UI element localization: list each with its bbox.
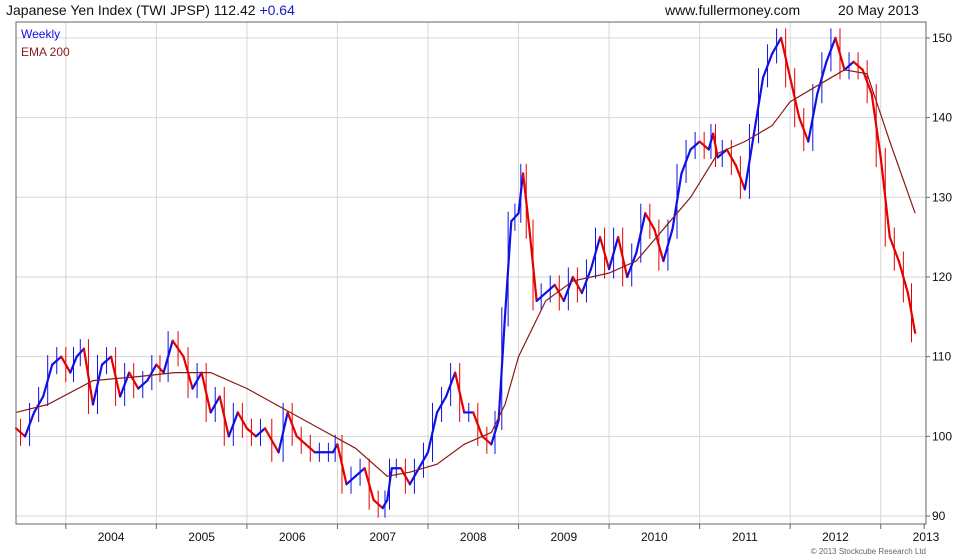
title-text: Japanese Yen Index (TWI JPSP) 112.42 (6, 2, 256, 18)
site-url[interactable]: www.fullermoney.com (665, 2, 801, 18)
x-tick-label: 2013 (913, 530, 940, 544)
x-tick-label: 2007 (369, 530, 396, 544)
y-tick-label: 140 (932, 111, 952, 125)
x-axis: 2004 2005 2006 2007 2008 2009 2010 2011 2012 2013 (65, 524, 940, 544)
x-tick-label: 2004 (98, 530, 125, 544)
y-tick-label: 100 (932, 429, 952, 443)
y-tick-label: 130 (932, 190, 952, 204)
chart-date: 20 May 2013 (838, 2, 919, 18)
y-tick-label: 150 (932, 31, 952, 45)
y-tick-label: 110 (932, 350, 951, 364)
x-tick-label: 2009 (550, 530, 577, 544)
chart-title: Japanese Yen Index (TWI JPSP) 112.42 +0.… (6, 0, 295, 20)
x-tick-label: 2012 (822, 530, 849, 544)
y-tick-label: 120 (932, 270, 952, 284)
ema200-line (15, 69, 916, 477)
x-tick-label: 2010 (641, 530, 668, 544)
legend-ema: EMA 200 (21, 45, 70, 59)
copyright: © 2013 Stockcube Research Ltd (811, 547, 926, 556)
legend-weekly: Weekly (21, 27, 60, 41)
x-tick-label: 2005 (188, 530, 215, 544)
plot-frame (15, 21, 927, 525)
x-tick-label: 2008 (460, 530, 487, 544)
grid (16, 22, 926, 524)
x-tick-label: 2011 (732, 530, 758, 544)
y-tick-label: 90 (932, 509, 946, 523)
x-tick-label: 2006 (279, 530, 306, 544)
change-value: +0.64 (259, 2, 295, 18)
y-axis: 90 100 110 120 130 140 150 (926, 31, 952, 523)
plot-area (14, 28, 917, 518)
